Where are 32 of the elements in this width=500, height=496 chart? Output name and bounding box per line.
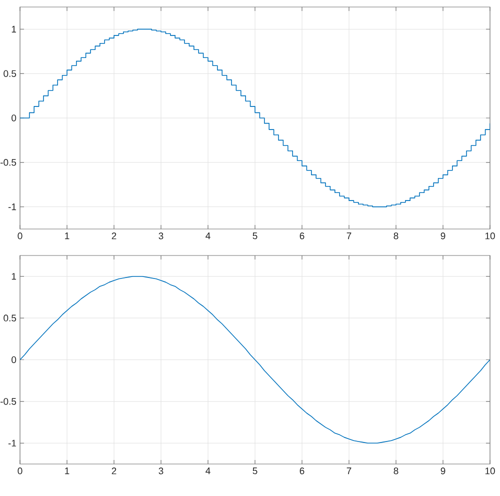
x-tick-label: 3 (158, 232, 164, 240)
x-tick-label: 1 (65, 468, 70, 474)
x-tick-label: 8 (394, 468, 398, 474)
x-tick-label: 2 (112, 468, 116, 474)
x-tick-label: 6 (300, 468, 304, 474)
y-tick-label: 1 (12, 273, 16, 280)
x-tick-label: 0 (18, 232, 22, 240)
x-tick-label: 5 (252, 232, 258, 240)
x-tick-label: 2 (112, 232, 116, 240)
y-tick-label: -1 (8, 440, 16, 446)
x-tick-label: 8 (394, 232, 398, 240)
y-tick-label: -0.5 (0, 159, 16, 166)
y-tick-label: 0 (12, 356, 16, 364)
x-tick-label: 0 (18, 468, 22, 474)
y-tick-label: -1 (8, 204, 16, 210)
x-tick-label: 5 (252, 468, 258, 474)
y-tick-label: 0.5 (4, 314, 16, 322)
x-tick-label: 7 (346, 468, 352, 474)
x-tick-label: 4 (206, 232, 210, 240)
y-tick-label: -0.5 (0, 398, 16, 405)
x-tick-label: 9 (440, 232, 446, 240)
y-tick-label: 0.5 (4, 70, 16, 77)
y-tick-label: 0 (12, 114, 16, 122)
x-tick-label: 6 (300, 232, 304, 240)
x-tick-label: 10 (485, 468, 495, 474)
y-tick-label: 1 (12, 26, 16, 32)
x-tick-label: 4 (206, 468, 210, 474)
x-tick-label: 9 (440, 468, 446, 474)
x-tick-label: 1 (65, 232, 70, 240)
x-tick-label: 10 (485, 232, 495, 240)
x-tick-label: 3 (158, 468, 164, 474)
x-tick-label: 7 (346, 232, 352, 240)
